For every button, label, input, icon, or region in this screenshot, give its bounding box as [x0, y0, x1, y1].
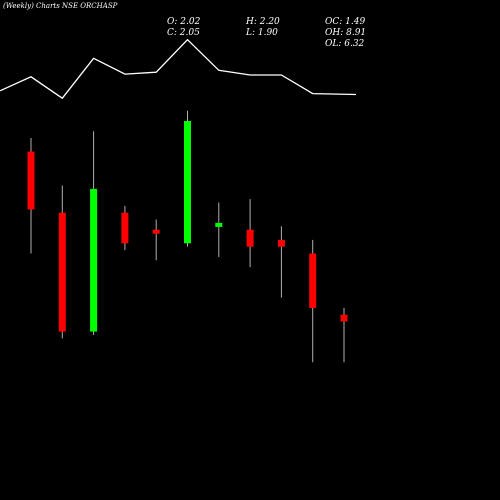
volume-line	[0, 38, 357, 100]
ol-label: OL: 6.32	[325, 39, 365, 49]
high-label: H: 2.20	[246, 17, 280, 27]
candle-body-down	[27, 151, 35, 210]
candle-body-up	[215, 222, 223, 227]
open-label: O: 2.02	[167, 17, 201, 27]
candle-body-down	[246, 229, 254, 247]
oh-label: OH: 8.91	[325, 28, 367, 38]
candle-body-up	[184, 121, 191, 244]
close-label: C: 2.05	[167, 28, 200, 38]
candle-body-down	[58, 212, 66, 332]
low-label: L: 1.90	[246, 28, 278, 38]
oc-label: OC: 1.49	[325, 17, 366, 27]
chart-title: (Weekly) Charts NSE ORCHASP	[3, 2, 118, 10]
candle-body-up	[90, 188, 98, 332]
candle-body-down	[121, 212, 129, 244]
candle-body-down	[277, 239, 285, 247]
candle-body-down	[152, 229, 160, 234]
candle-body-down	[309, 253, 317, 308]
candle-body-down	[340, 314, 348, 322]
